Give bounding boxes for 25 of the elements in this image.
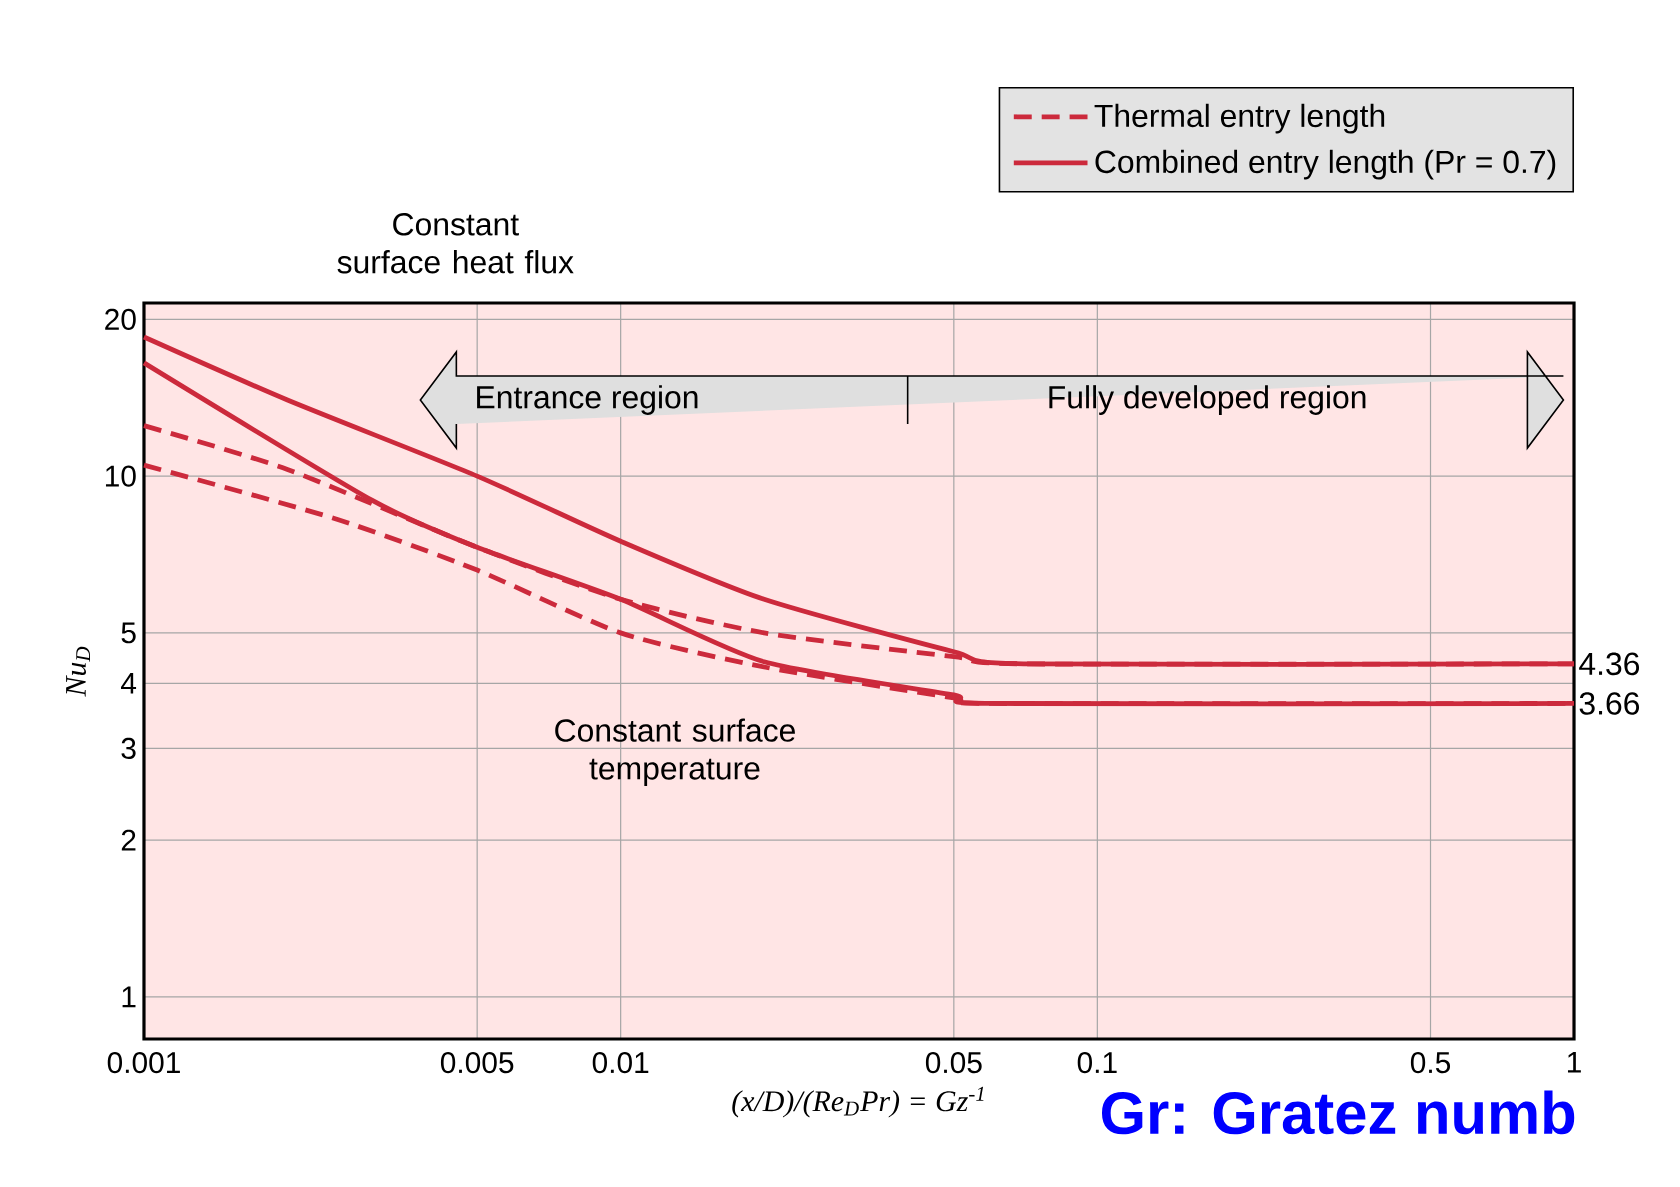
legend-label: Thermal entry length — [1094, 103, 1385, 134]
y-tick-label: 5 — [121, 622, 136, 644]
y-tick-label: 1 — [122, 986, 136, 1008]
annotation: Fully developed region — [1049, 385, 1366, 415]
x-tick-label: 0.01 — [592, 1052, 649, 1074]
y-tick-label: 2 — [121, 829, 136, 851]
annotation: 3.66 — [1579, 692, 1640, 715]
x-axis-title: (x/D)/(Re$_{D}$Pr) = Gz$^{-1}$ — [732, 1086, 984, 1118]
annotation: Constant surface temperature — [555, 718, 795, 786]
x-tick-label: 0.001 — [107, 1052, 180, 1074]
y-tick-label: 3 — [121, 737, 136, 759]
y-tick-label: 10 — [105, 465, 136, 487]
y-tick-label: 20 — [105, 308, 136, 330]
annotation: 4.36 — [1579, 652, 1640, 676]
x-tick-label: 0.1 — [1077, 1052, 1117, 1074]
text: Constant surface heat flux — [337, 213, 574, 274]
legend-label: Combined entry length (Pr = 0.7) — [1095, 149, 1556, 180]
x-tick-label: 0.05 — [925, 1052, 982, 1074]
text: Gr: Gratez numb — [1101, 1090, 1575, 1135]
y-axis-title: Nu$_{D}$ — [66, 646, 91, 697]
y-tick-label: 4 — [121, 673, 137, 694]
annotation: Entrance region — [477, 385, 698, 415]
x-tick-label: 0.005 — [440, 1052, 514, 1074]
x-tick-label: 1 — [1567, 1052, 1581, 1073]
x-tick-label: 0.5 — [1410, 1052, 1451, 1074]
